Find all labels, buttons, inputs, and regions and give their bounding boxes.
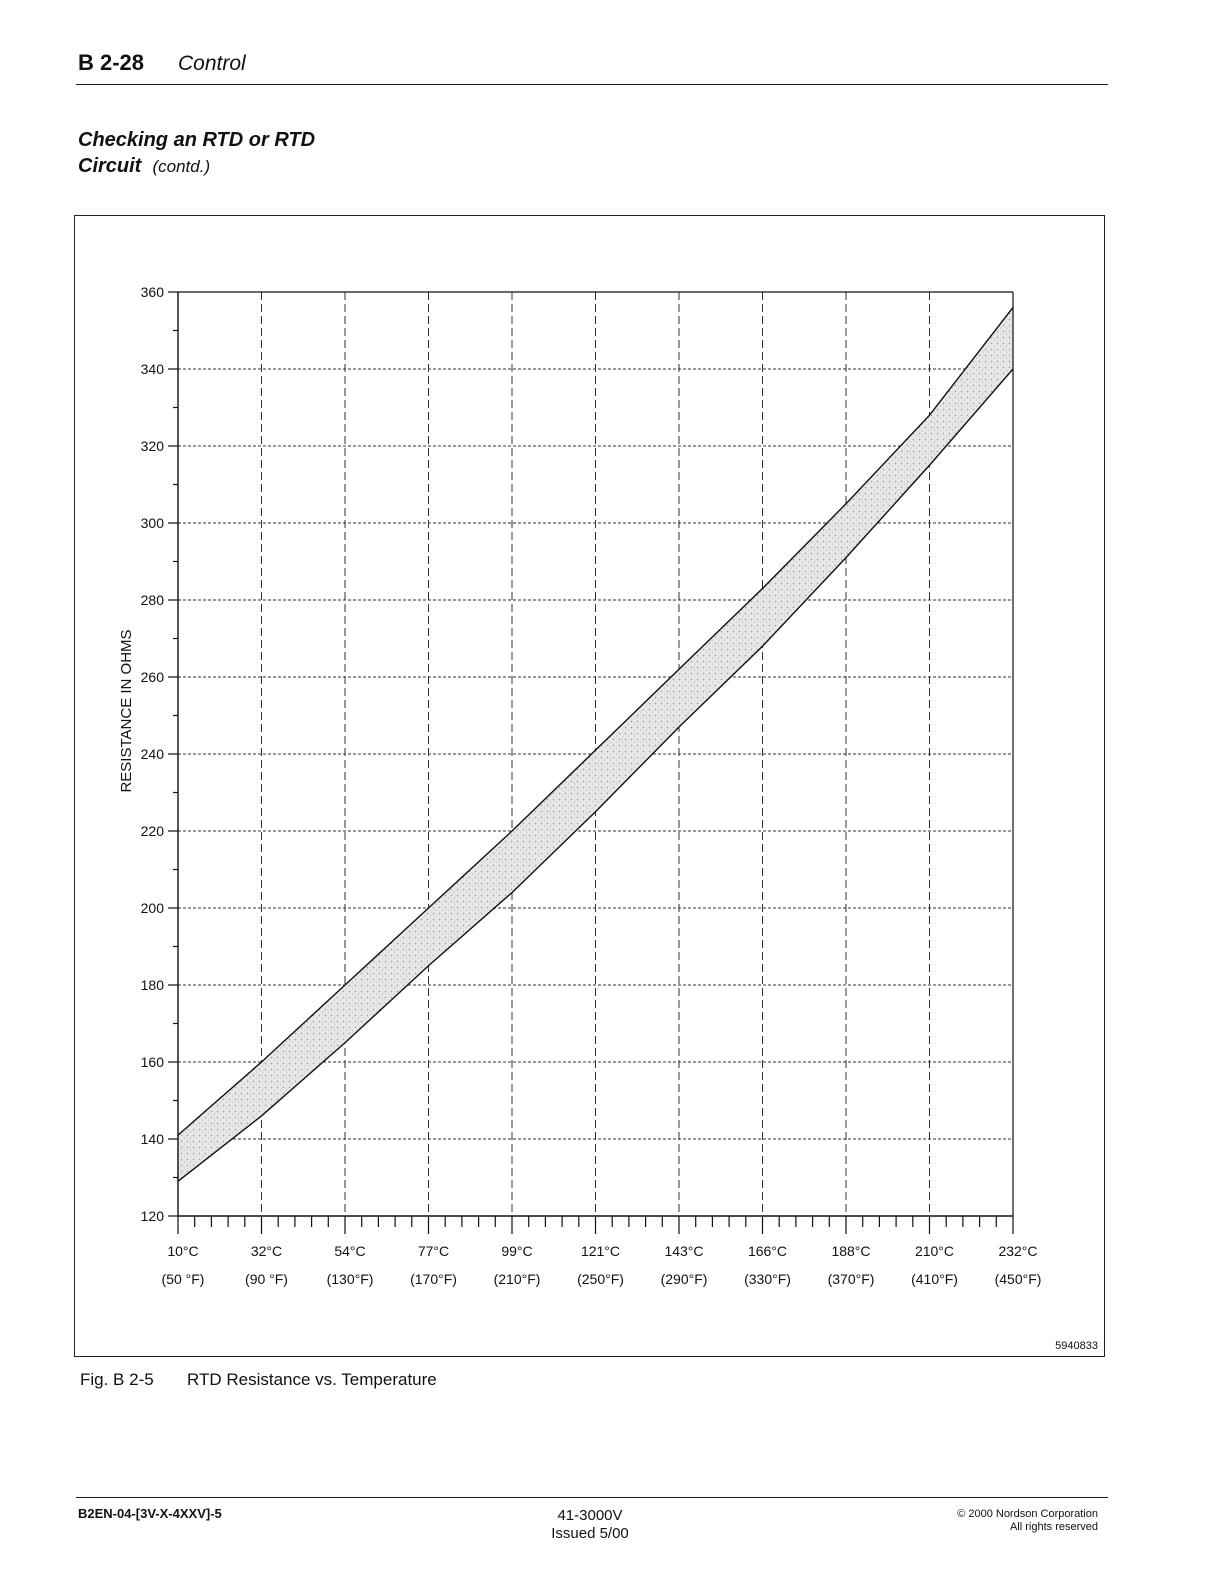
- x-tick-label-fahrenheit: (170°F): [410, 1271, 457, 1287]
- header-rule: [76, 84, 1108, 85]
- figure-id: 5940833: [1055, 1340, 1098, 1352]
- y-tick-label: 260: [141, 669, 165, 685]
- section-title: Checking an RTD or RTD Circuit (contd.): [78, 127, 315, 180]
- page-topic: Control: [178, 52, 246, 75]
- y-tick-label: 120: [141, 1208, 165, 1224]
- y-tick-label: 300: [141, 515, 165, 531]
- y-tick-label: 220: [141, 823, 165, 839]
- x-tick-label-celsius: 143°C: [664, 1243, 703, 1259]
- axes: 120 140 160 180 200 220 240 260 280 300 320 340 360 1…: [141, 284, 1042, 1287]
- x-tick-label-celsius: 54°C: [334, 1243, 365, 1259]
- y-tick-label: 160: [141, 1054, 165, 1070]
- x-tick-label-fahrenheit: (410°F): [911, 1271, 958, 1287]
- figure-caption-label: Fig. B 2-5: [80, 1370, 154, 1389]
- section-title-word: Circuit: [78, 155, 142, 177]
- footer-issued: Issued 5/00: [551, 1525, 629, 1542]
- x-tick-label-fahrenheit: (330°F): [744, 1271, 791, 1287]
- footer-copyright-block: © 2000 Nordson Corporation All rights re…: [957, 1508, 1098, 1534]
- figure-caption: Fig. B 2-5 RTD Resistance vs. Temperature: [80, 1370, 437, 1390]
- x-tick-label-celsius: 232°C: [998, 1243, 1037, 1259]
- x-tick-label-celsius: 32°C: [251, 1243, 282, 1259]
- band-fill: [178, 307, 1013, 1182]
- x-tick-label-celsius: 121°C: [581, 1243, 620, 1259]
- figure-caption-text: RTD Resistance vs. Temperature: [187, 1370, 437, 1389]
- x-tick-label-fahrenheit: (250°F): [577, 1271, 624, 1287]
- upper-limit-line: [177, 306, 1014, 1136]
- footer-copyright: © 2000 Nordson Corporation: [957, 1508, 1098, 1520]
- y-axis-label: RESISTANCE IN OHMS: [118, 629, 135, 792]
- section-title-line2: Circuit (contd.): [78, 153, 315, 180]
- x-tick-label-celsius: 99°C: [501, 1243, 532, 1259]
- footer-doc-code: B2EN-04-[3V-X-4XXV]-5: [78, 1506, 222, 1521]
- footer-part-info: 41-3000V Issued 5/00: [500, 1507, 680, 1543]
- figure-frame: 5940833: [74, 215, 1105, 1357]
- lower-limit-line: [177, 368, 1014, 1182]
- x-tick-label-celsius: 210°C: [915, 1243, 954, 1259]
- x-tick-label-celsius: 10°C: [167, 1243, 198, 1259]
- y-tick-label: 360: [141, 284, 165, 300]
- x-tick-label-celsius: 188°C: [831, 1243, 870, 1259]
- resistance-band: [177, 306, 1014, 1182]
- y-tick-label: 200: [141, 900, 165, 916]
- y-tick-label: 240: [141, 746, 165, 762]
- x-tick-label-fahrenheit: (50 °F): [162, 1271, 205, 1287]
- y-tick-label: 320: [141, 438, 165, 454]
- y-tick-label: 340: [141, 361, 165, 377]
- x-tick-label-fahrenheit: (290°F): [661, 1271, 708, 1287]
- y-tick-label: 280: [141, 592, 165, 608]
- footer-rights: All rights reserved: [1009, 1521, 1098, 1533]
- x-tick-label-celsius: 77°C: [418, 1243, 449, 1259]
- x-tick-label-celsius: 166°C: [748, 1243, 787, 1259]
- footer-rule: [76, 1497, 1108, 1498]
- x-tick-label-fahrenheit: (370°F): [828, 1271, 875, 1287]
- page-section-number: B 2-28: [78, 50, 145, 75]
- section-title-line1: Checking an RTD or RTD: [78, 129, 316, 151]
- x-tick-label-fahrenheit: (450°F): [995, 1271, 1042, 1287]
- y-tick-label: 180: [141, 977, 165, 993]
- x-tick-label-fahrenheit: (210°F): [494, 1271, 541, 1287]
- y-tick-label: 140: [141, 1131, 165, 1147]
- section-title-contd: (contd.): [152, 157, 211, 176]
- x-tick-label-fahrenheit: (90 °F): [245, 1271, 288, 1287]
- x-tick-label-fahrenheit: (130°F): [327, 1271, 374, 1287]
- footer-part-number: 41-3000V: [557, 1507, 623, 1524]
